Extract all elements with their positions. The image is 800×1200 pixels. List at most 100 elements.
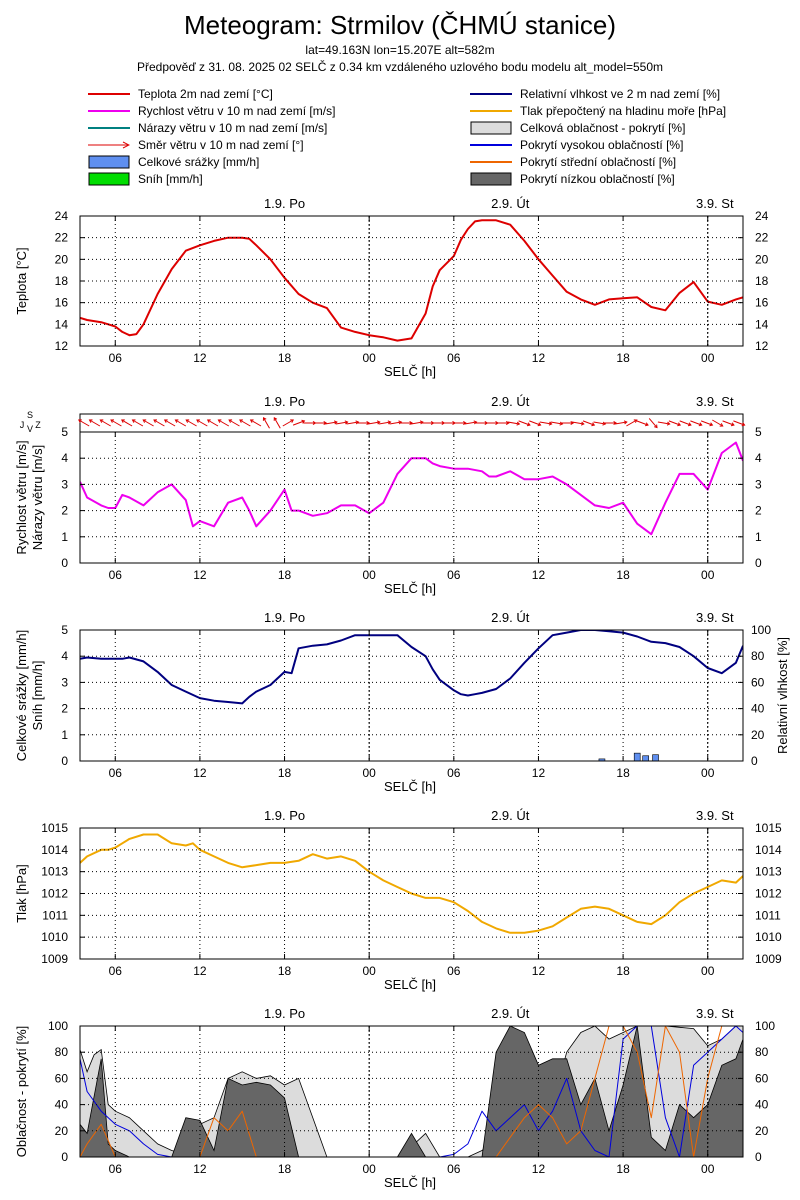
x-tick-label: 00 xyxy=(363,964,377,978)
legend-swatch xyxy=(88,110,130,112)
y-tick-label: 14 xyxy=(55,317,69,331)
series-line-temperature xyxy=(80,219,743,342)
y-tick-label-right: 1014 xyxy=(755,843,782,857)
wind-arrow xyxy=(722,420,735,426)
y-tick-label-right: 5 xyxy=(755,425,762,439)
legend-swatch xyxy=(470,144,512,146)
wind-arrow-head xyxy=(633,419,638,423)
wind-arrow-head xyxy=(206,419,211,423)
wind-arrow xyxy=(690,420,702,426)
y-tick-label: 1010 xyxy=(41,930,68,944)
legend-swatch xyxy=(88,93,130,95)
wind-arrow-head xyxy=(666,421,671,426)
x-tick-label: 18 xyxy=(278,1162,292,1176)
panel-precip_humidity xyxy=(79,629,744,762)
legend-label: Pokrytí střední oblačností [%] xyxy=(520,155,677,169)
y-tick-label: 16 xyxy=(55,296,69,310)
wind-arrow xyxy=(164,419,176,427)
y-tick-label: 1 xyxy=(61,530,68,544)
compass-label-v: Z xyxy=(35,420,41,430)
wind-arrow-head xyxy=(505,420,510,426)
day-label: 2.9. Út xyxy=(491,196,530,211)
y-tick-label: 4 xyxy=(61,649,68,663)
wind-arrow-head xyxy=(99,419,104,423)
y-tick-label: 22 xyxy=(55,231,69,245)
panel-plot-area xyxy=(80,630,743,761)
wind-arrow xyxy=(153,419,165,427)
day-label: 1.9. Po xyxy=(264,808,305,823)
wind-arrow xyxy=(529,420,541,426)
wind-arrow xyxy=(207,419,219,427)
y-tick-label: 1014 xyxy=(41,843,68,857)
wind-arrow-head xyxy=(398,420,403,425)
wind-arrow xyxy=(263,417,270,429)
compass-label-s: S xyxy=(27,410,33,420)
y-tick-label: 60 xyxy=(55,1071,69,1085)
wind-arrow-head xyxy=(131,419,136,423)
x-tick-label: 12 xyxy=(532,766,546,780)
y-tick-label-right: 1012 xyxy=(755,887,782,901)
wind-arrow-head xyxy=(409,420,414,426)
wind-arrow-head xyxy=(730,422,735,427)
legend-label: Celková oblačnost - pokrytí [%] xyxy=(520,121,686,135)
wind-arrow xyxy=(110,419,122,427)
wind-arrow-head xyxy=(653,424,658,429)
x-tick-label: 06 xyxy=(447,351,461,365)
y-tick-label-right: 1013 xyxy=(755,865,782,879)
y-tick-label: 1013 xyxy=(41,865,68,879)
wind-arrow-head xyxy=(142,419,147,423)
x-tick-label: 00 xyxy=(363,766,377,780)
forecast-note: Předpověď z 31. 08. 2025 02 SELČ z 0.34 … xyxy=(136,60,664,74)
precip-bar xyxy=(652,754,659,761)
x-tick-label: 18 xyxy=(278,351,292,365)
y-tick-label-right: 3 xyxy=(755,477,762,491)
wind-arrow xyxy=(367,421,380,425)
x-tick-label: 18 xyxy=(278,568,292,582)
panel-wind xyxy=(77,413,746,564)
wind-arrow-head xyxy=(174,419,179,423)
wind-arrow xyxy=(648,418,658,428)
x-tick-label: 00 xyxy=(701,351,715,365)
wind-arrow xyxy=(228,419,240,427)
precip-bar xyxy=(642,755,649,761)
x-tick-label: 00 xyxy=(363,1162,377,1176)
y-tick-label-right: 20 xyxy=(755,1124,769,1138)
x-tick-label: 00 xyxy=(363,351,377,365)
x-tick-label: 12 xyxy=(193,766,207,780)
wind-arrow xyxy=(410,421,423,425)
day-label: 2.9. Út xyxy=(491,1006,530,1021)
wind-arrow xyxy=(78,419,90,427)
y-tick-label: 0 xyxy=(61,1150,68,1164)
wind-arrow-head xyxy=(516,421,521,426)
wind-arrow xyxy=(626,419,638,427)
y2-tick-label: 60 xyxy=(751,675,765,689)
wind-arrow-head xyxy=(698,422,703,427)
y-tick-label-right: 20 xyxy=(755,252,769,266)
y-tick-label: 3 xyxy=(61,675,68,689)
x-tick-label: 18 xyxy=(616,1162,630,1176)
day-label: 2.9. Út xyxy=(491,808,530,823)
y-tick-label-right: 14 xyxy=(755,317,769,331)
y-tick-label: 2 xyxy=(61,504,68,518)
x-tick-label: 12 xyxy=(532,351,546,365)
series-line-precip_humidity xyxy=(80,630,743,705)
x-axis-label: SELČ [h] xyxy=(384,581,436,596)
wind-arrow-head xyxy=(548,421,553,426)
compass-label-z: J xyxy=(20,420,25,430)
wind-arrow-head xyxy=(153,419,158,423)
y-tick-label: 0 xyxy=(61,754,68,768)
legend-swatch xyxy=(470,161,512,163)
wind-arrow xyxy=(464,421,477,425)
wind-arrow-head xyxy=(741,422,746,427)
panel-frame xyxy=(79,431,744,564)
y-tick-label-right: 40 xyxy=(755,1098,769,1112)
wind-arrow-head xyxy=(602,421,607,426)
wind-arrow xyxy=(378,421,391,425)
meteogram-title: Meteogram: Strmilov (ČHMÚ stanice) xyxy=(184,10,616,40)
wind-arrow xyxy=(196,419,208,427)
x-tick-label: 06 xyxy=(109,1162,123,1176)
wind-arrow-head xyxy=(249,419,254,423)
wind-arrow xyxy=(550,421,563,425)
wind-arrow-head xyxy=(239,419,243,423)
